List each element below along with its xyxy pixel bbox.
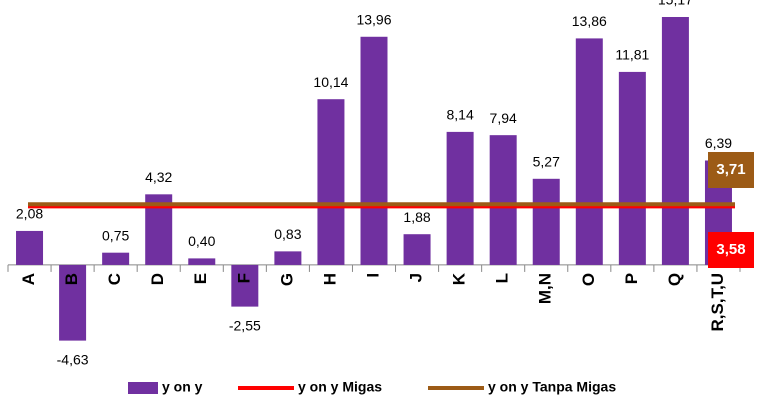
- x-tick-label: P: [622, 273, 641, 284]
- bar: [317, 99, 345, 265]
- data-label: 5,27: [533, 154, 560, 170]
- bar: [489, 135, 517, 265]
- x-tick-label: I: [363, 273, 382, 278]
- data-label: 6,39: [705, 135, 732, 151]
- data-label: 0,75: [102, 227, 129, 243]
- x-tick-label: J: [407, 273, 426, 282]
- data-label: 1,88: [403, 209, 430, 225]
- data-label: 4,32: [145, 169, 172, 185]
- data-label: 8,14: [446, 107, 473, 123]
- x-tick-label: R,S,T,U: [708, 273, 727, 332]
- x-tick-label: G: [277, 273, 296, 286]
- bar: [16, 230, 44, 265]
- x-tick-label: M,N: [536, 273, 555, 304]
- legend-label: y on y: [162, 379, 203, 395]
- bar: [59, 264, 87, 341]
- line-label: 3,71: [716, 161, 745, 178]
- x-tick-label: H: [320, 273, 339, 285]
- x-tick-label: L: [493, 273, 512, 283]
- x-tick-label: O: [579, 273, 598, 286]
- x-tick-label: A: [19, 273, 38, 285]
- bar: [618, 71, 646, 265]
- bar: [188, 258, 216, 265]
- data-label: 13,96: [356, 11, 391, 27]
- bar: [532, 178, 560, 265]
- data-label: 0,40: [188, 233, 215, 249]
- line-label-box: [708, 152, 754, 188]
- bar: [446, 131, 474, 265]
- x-tick-label: E: [191, 273, 210, 284]
- legend-label: y on y Migas: [298, 379, 382, 395]
- bar: [403, 234, 431, 265]
- bar: [661, 16, 689, 265]
- bar: [231, 264, 259, 307]
- x-tick-label: B: [62, 273, 81, 285]
- data-label: 10,14: [313, 74, 348, 90]
- data-label: 11,81: [615, 47, 649, 63]
- bar: [575, 38, 603, 265]
- data-label: -2,55: [229, 317, 261, 333]
- line-label-box: [708, 232, 754, 268]
- data-label: 13,86: [572, 13, 607, 29]
- line-label: 3,58: [716, 241, 745, 258]
- x-tick-label: C: [105, 273, 124, 285]
- data-label: -4,63: [57, 351, 89, 367]
- data-label: 2,08: [16, 206, 43, 222]
- x-tick-label: D: [148, 273, 167, 285]
- bar: [274, 251, 302, 265]
- legend-swatch: [128, 382, 158, 394]
- data-label: 7,94: [490, 110, 517, 126]
- x-tick-label: Q: [665, 273, 684, 286]
- data-label: 0,83: [274, 226, 301, 242]
- x-tick-label: F: [234, 273, 253, 283]
- bar: [102, 252, 130, 265]
- bar: [360, 36, 388, 265]
- legend-label: y on y Tanpa Migas: [488, 379, 616, 395]
- x-tick-label: K: [450, 272, 469, 285]
- data-label: 15,17: [658, 0, 693, 8]
